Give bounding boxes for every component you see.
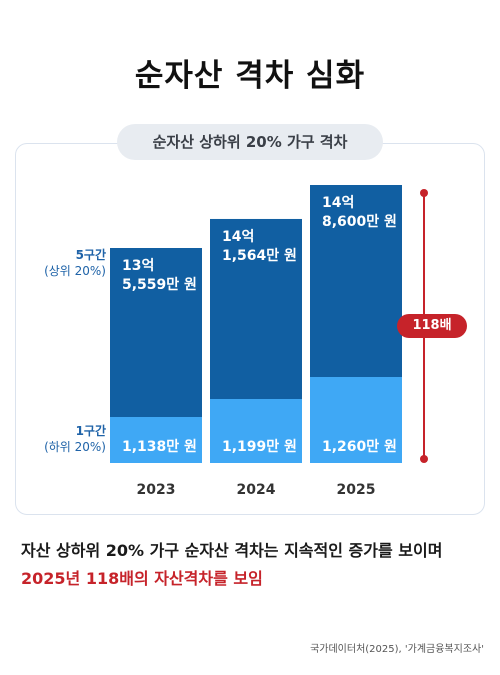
label-top-line2-2023: 5,559만 원 (122, 277, 197, 293)
bottom-group-name: 1구간 (75, 424, 106, 438)
bar-top-2024 (210, 218, 302, 399)
bar-top-2023 (110, 248, 202, 417)
chart-subtitle: 순자산 상하위 20% 가구 격차 (117, 124, 383, 160)
x-tick-2024: 2024 (237, 482, 276, 498)
top-group-sub: (상위 20%) (44, 264, 106, 278)
label-top-line1-2023: 13억 (122, 258, 154, 274)
label-bottom-2024: 1,199만 원 (222, 439, 297, 455)
summary-line-2: 2025년 118배의 자산격차를 보임 (21, 569, 263, 588)
page-title: 순자산 격차 심화 (134, 58, 366, 94)
bar-bottom-2023 (110, 417, 202, 463)
summary-line-1: 자산 상하위 20% 가구 순자산 격차는 지속적인 증가를 보이며 (21, 541, 443, 560)
label-bottom-2025: 1,260만 원 (322, 439, 397, 455)
bar-bottom-2024 (210, 399, 302, 463)
bottom-group-label: 1구간 (하위 20%) (26, 423, 106, 455)
bar-bottom-2025 (310, 377, 402, 463)
ratio-line-bottom-dot (420, 455, 428, 463)
top-group-name: 5구간 (75, 248, 106, 262)
source-note: 국가데이터처(2025), '가계금융복지조사' (310, 644, 484, 655)
ratio-line-top-dot (420, 189, 428, 197)
x-tick-2025: 2025 (337, 482, 376, 498)
top-group-label: 5구간 (상위 20%) (26, 247, 106, 279)
label-top-line2-2024: 1,564만 원 (222, 248, 297, 264)
label-top-line1-2025: 14억 (322, 195, 354, 211)
label-bottom-2023: 1,138만 원 (122, 439, 197, 455)
label-top-line1-2024: 14억 (222, 229, 254, 245)
label-top-line2-2025: 8,600만 원 (322, 214, 397, 230)
bottom-group-sub: (하위 20%) (44, 440, 106, 454)
x-tick-2023: 2023 (137, 482, 176, 498)
bar-top-2025 (310, 185, 402, 377)
ratio-badge: 118배 (397, 314, 467, 338)
